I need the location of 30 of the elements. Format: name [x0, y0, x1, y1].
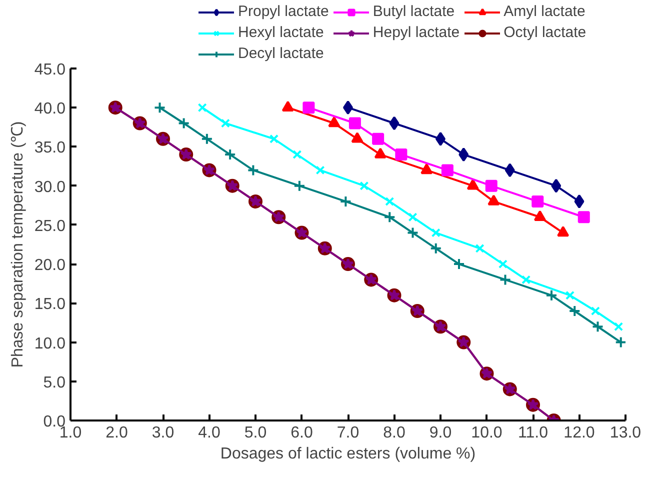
x-tick-label: 13.0	[610, 424, 642, 442]
x-tick-label: 12.0	[564, 424, 595, 442]
y-tick-label: 25.0	[34, 218, 66, 235]
x-tick-label: 2.0	[106, 424, 128, 442]
y-tick-label: 45.0	[34, 62, 66, 78]
x-tick-label: 7.0	[336, 424, 360, 442]
x-tick-label: 8.0	[383, 424, 406, 442]
legend-label: Amyl lactate	[504, 3, 586, 20]
x-tick-label: 6.0	[290, 424, 313, 442]
x-tick-label: 9.0	[429, 424, 452, 442]
legend-label: Butyl lactate	[372, 3, 455, 20]
y-tick-label: 10.0	[34, 335, 66, 352]
legend-label: Hepyl lactate	[372, 24, 460, 41]
y-tick-label: 40.0	[34, 100, 66, 118]
y-tick-label: 20.0	[34, 257, 66, 274]
y-tick-label: 5.0	[43, 374, 66, 392]
y-tick-label: 35.0	[34, 140, 66, 157]
legend-label: Propyl lactate	[238, 3, 329, 20]
x-tick-label: 11.0	[518, 424, 548, 442]
x-tick-label: 4.0	[198, 424, 220, 442]
x-axis-title: Dosages of lactic esters (volume %)	[220, 446, 476, 462]
legend-label: Octyl lactate	[504, 24, 586, 41]
y-tick-label: 15.0	[34, 296, 66, 314]
x-tick-label: 10.0	[471, 424, 502, 442]
legend-label: Hexyl lactate	[238, 24, 324, 41]
legend-label: Decyl lactate	[238, 45, 324, 62]
y-tick-label: 30.0	[34, 178, 66, 196]
x-tick-label: 5.0	[244, 424, 267, 442]
x-tick-label: 3.0	[152, 424, 174, 442]
y-axis-title: Phase separation temperature (℃)	[9, 121, 26, 368]
